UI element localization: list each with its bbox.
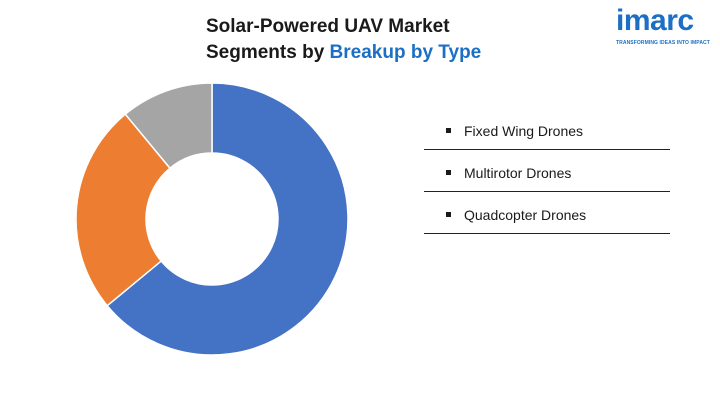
chart-title: Solar-Powered UAV Market Segments by Bre… [206,14,481,66]
chart-title-line-1: Solar-Powered UAV Market [206,16,450,37]
legend-label: Quadcopter Drones [464,207,587,223]
legend-bullet-icon [446,212,451,217]
legend-bullet-icon [446,170,451,175]
chart-title-accent: Breakup by Type [329,42,482,63]
chart-title-prefix: Segments by [206,42,330,63]
donut-slice-quadcopter-drones [124,82,213,170]
legend-item: Fixed Wing Drones [424,108,670,150]
legend-item: Multirotor Drones [424,150,670,192]
logo-wordmark: imarc [616,4,694,37]
legend-label: Fixed Wing Drones [464,123,584,139]
donut-slice-fixed-wing-drones [106,82,349,356]
legend-label: Multirotor Drones [464,165,572,181]
chart-legend: Fixed Wing Drones Multirotor Drones Quadco… [424,108,670,234]
legend-bullet-icon [446,128,451,133]
legend-item: Quadcopter Drones [424,192,670,234]
chart-title-line-2: Segments by Breakup by Type [206,40,481,66]
imarc-logo: imarc TRANSFORMING IDEAS INTO IMPACT [616,4,716,48]
logo-tagline: TRANSFORMING IDEAS INTO IMPACT [616,40,710,46]
donut-slice-multirotor-drones [75,113,171,307]
